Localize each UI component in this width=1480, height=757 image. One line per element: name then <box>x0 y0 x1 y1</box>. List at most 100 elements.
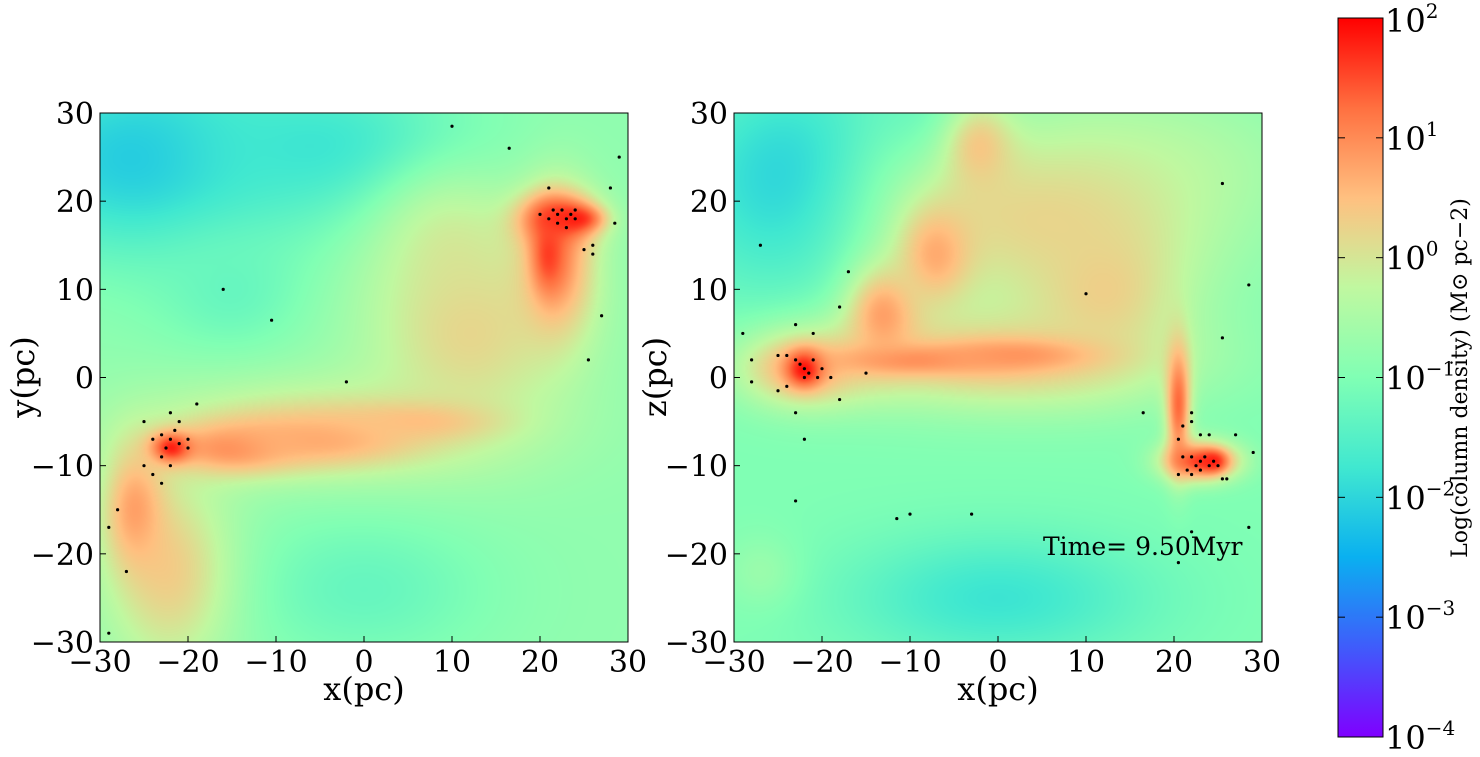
x-tick-label: 30 <box>1243 645 1281 680</box>
panel-xz-x-ticks: −30 −20 −10 0 10 20 30 <box>702 636 1281 680</box>
x-tick-label: −10 <box>878 645 941 680</box>
panel-xz-y-ticks: 30 20 10 0 −10 −20 −30 <box>665 97 740 661</box>
colorbar-gradient <box>1337 17 1384 738</box>
panel-xy-x-label: x(pc) <box>323 670 404 708</box>
sink-particle <box>838 305 842 309</box>
sink-particle <box>794 358 798 362</box>
sink-particle <box>560 208 564 212</box>
sink-particle <box>1247 283 1251 287</box>
sink-particle <box>846 270 851 274</box>
sink-particle <box>116 508 120 512</box>
sink-particle <box>811 331 815 336</box>
colorbar-tick-label: 102 <box>1385 0 1438 40</box>
sink-particle <box>794 499 798 503</box>
sink-particle <box>838 397 842 402</box>
x-tick-label: 0 <box>354 645 373 680</box>
y-tick-label: 10 <box>690 273 728 308</box>
y-tick-label: 0 <box>709 362 728 397</box>
sink-particle <box>785 384 789 388</box>
sink-particle <box>569 212 573 216</box>
panel-xz-y-label: z(pc) <box>636 337 674 417</box>
sink-particle <box>816 375 820 380</box>
sink-particle <box>802 367 807 371</box>
sink-particle <box>124 569 128 574</box>
sink-particle <box>1212 459 1216 463</box>
y-tick-label: −20 <box>665 538 728 573</box>
sink-particle <box>1220 477 1224 481</box>
sink-particle <box>195 402 199 406</box>
x-tick-label: 10 <box>433 645 471 680</box>
y-tick-label: 0 <box>75 362 94 397</box>
panel-xz-heatmap-container <box>734 113 1262 642</box>
sink-particle <box>547 217 551 221</box>
sink-particle <box>551 208 555 212</box>
panel-xy-y-label: y(pc) <box>4 336 42 418</box>
y-tick-label: 20 <box>56 185 94 220</box>
colorbar-tick-label: 100 <box>1385 237 1438 278</box>
colorbar-tick-label: 10−3 <box>1385 596 1455 637</box>
sink-particle <box>1207 464 1211 468</box>
sink-particle <box>151 437 155 441</box>
sink-particle <box>221 287 225 291</box>
sink-particle <box>586 358 591 362</box>
x-tick-label: −20 <box>790 645 853 680</box>
sink-particle <box>798 362 802 366</box>
sink-particle <box>1141 411 1145 415</box>
sink-particle <box>802 437 807 441</box>
sink-particle <box>1185 468 1189 472</box>
sink-particle <box>776 389 780 393</box>
x-tick-label: −30 <box>702 645 765 680</box>
sink-particle <box>829 375 833 380</box>
sink-particle <box>802 375 807 380</box>
sink-particle <box>820 367 824 371</box>
colorbar: 102 101 100 10−1 10−2 10−3 10−4 Log(column den… <box>1337 0 1473 757</box>
sink-particle <box>142 419 146 424</box>
colorbar-tick-label: 101 <box>1385 117 1438 158</box>
sink-particle <box>1176 437 1180 441</box>
y-tick-label: −30 <box>31 626 94 661</box>
sink-particle <box>613 221 617 225</box>
sink-particle <box>1198 468 1202 472</box>
sink-particle <box>160 481 164 485</box>
sink-particle <box>556 212 560 216</box>
panel-xz-sink-particles <box>741 181 1255 565</box>
sink-particle <box>177 442 181 446</box>
panel-xy-x-ticks: −30 −20 −10 0 10 20 30 <box>68 636 647 680</box>
sink-particle <box>1181 424 1185 428</box>
sink-particle <box>1247 525 1251 529</box>
panel-xz-x-label: x(pc) <box>957 670 1038 708</box>
sink-particle <box>142 464 146 468</box>
y-tick-label: −30 <box>665 626 728 661</box>
sink-particle <box>600 314 604 318</box>
y-tick-label: 10 <box>56 273 94 308</box>
sink-particle <box>1220 336 1224 340</box>
x-tick-label: 0 <box>988 645 1007 680</box>
colorbar-tick-label: 10−1 <box>1385 357 1455 398</box>
sink-particle <box>1207 433 1211 437</box>
sink-particle <box>811 358 815 362</box>
sink-particle <box>107 631 111 635</box>
sink-particle <box>591 243 595 247</box>
sink-particle <box>1216 464 1220 468</box>
y-tick-label: 20 <box>690 185 728 220</box>
sink-particle <box>582 248 586 252</box>
sink-particle <box>1181 455 1185 459</box>
panel-xy-y-ticks: 30 20 10 0 −10 −20 −30 <box>31 97 106 661</box>
sink-particle <box>173 428 177 432</box>
sink-particle <box>807 371 811 375</box>
panel-xy-heatmap-container <box>100 113 628 642</box>
panel-xz-density-map <box>734 113 1262 642</box>
sink-particle <box>1225 477 1229 481</box>
sink-particle <box>750 358 754 362</box>
sink-particle <box>564 217 569 221</box>
sink-particle <box>160 455 164 459</box>
x-tick-label: 20 <box>521 645 559 680</box>
sink-particle <box>507 146 511 150</box>
sink-particle <box>538 212 542 216</box>
sink-particle <box>1198 433 1202 437</box>
x-tick-label: −30 <box>68 645 131 680</box>
panel-xy-sink-particles <box>107 124 621 635</box>
sink-particle <box>1194 464 1198 468</box>
